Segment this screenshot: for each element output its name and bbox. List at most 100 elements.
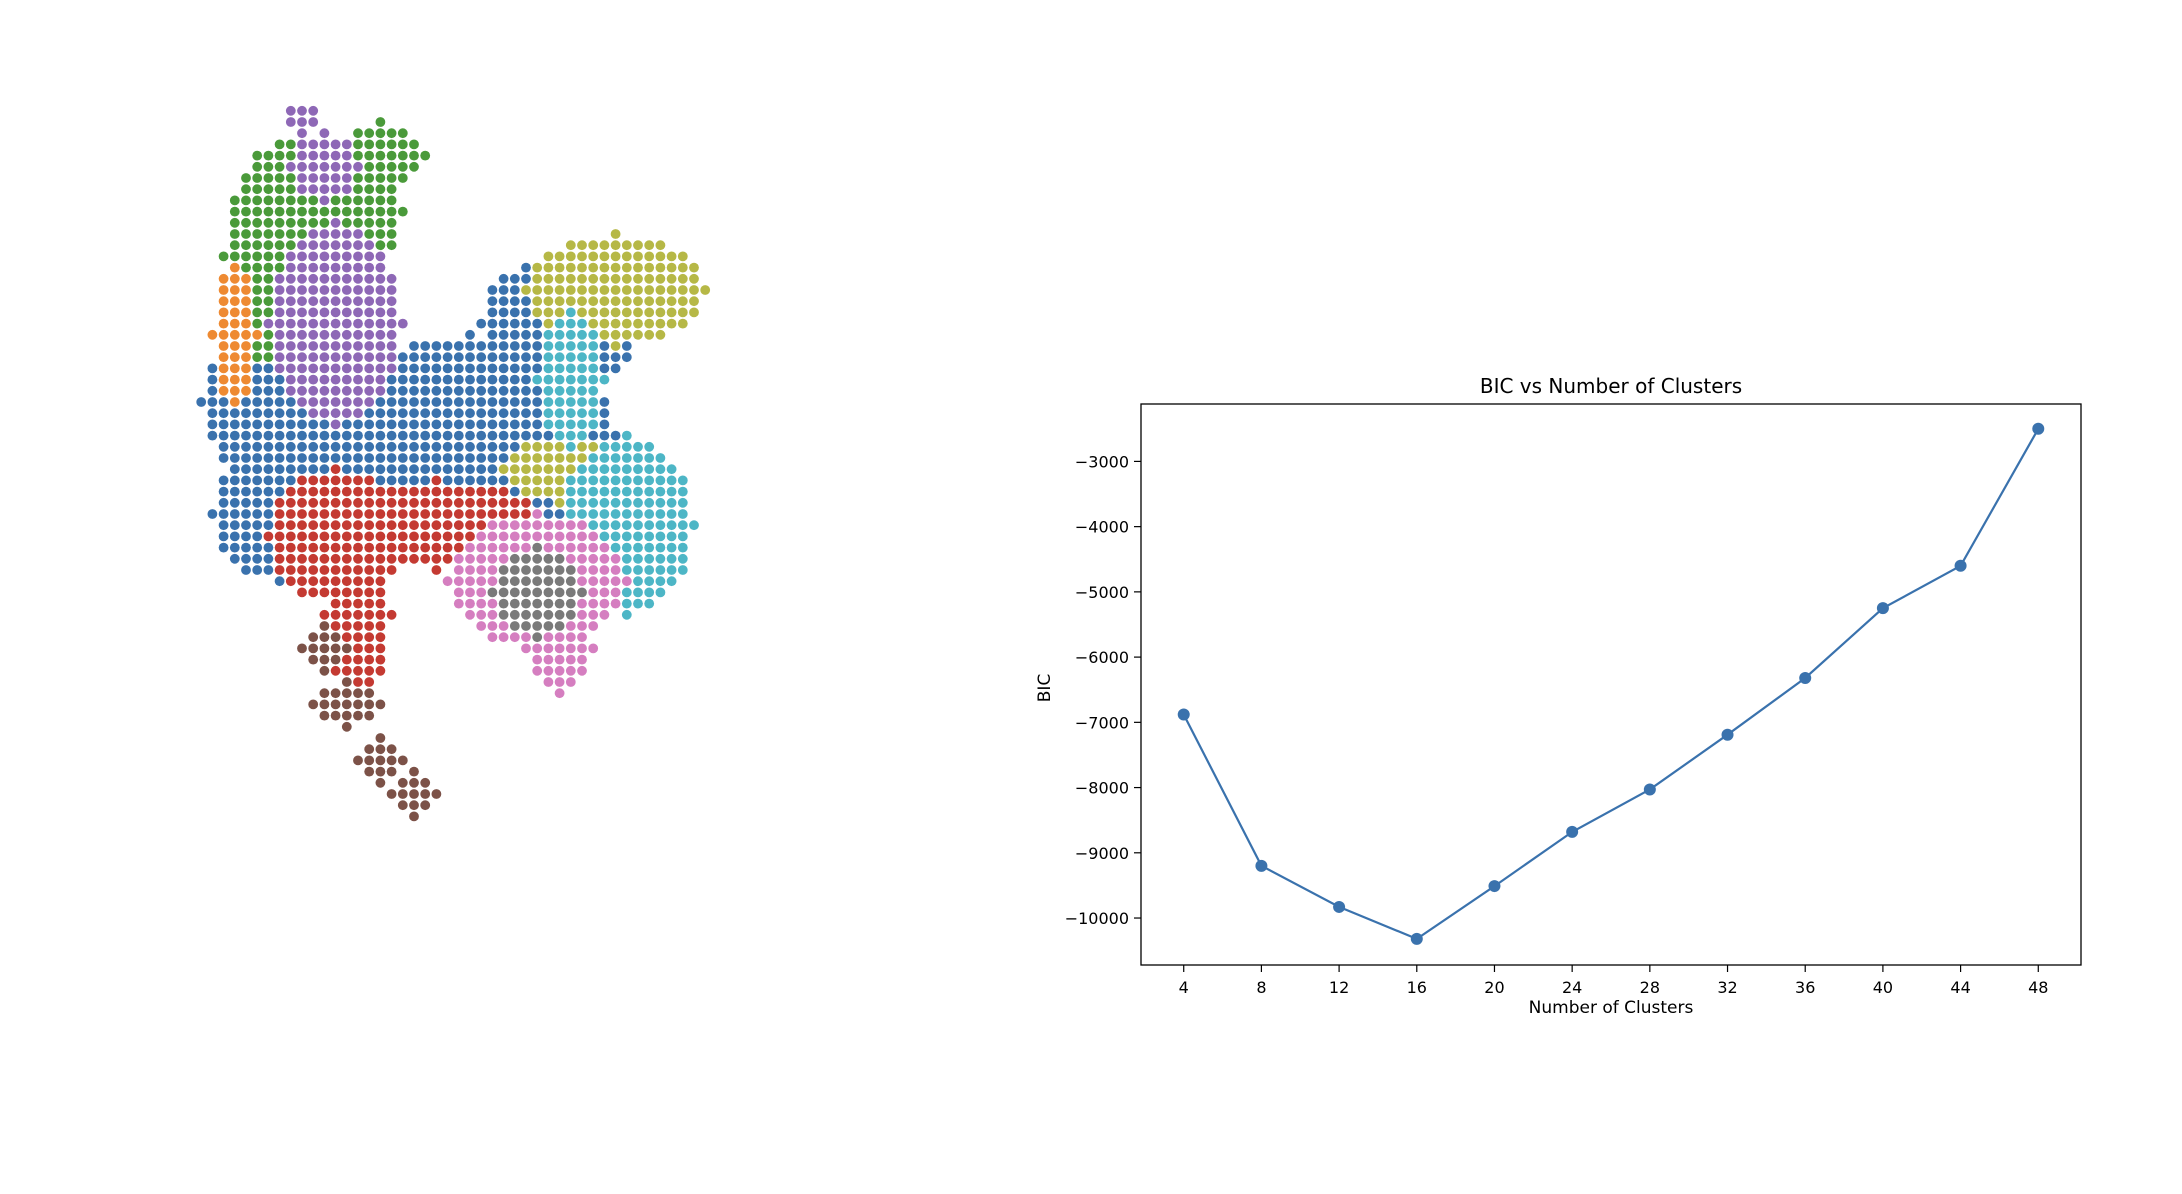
- map-point: [297, 419, 307, 430]
- map-point: [565, 475, 576, 486]
- map-point: [229, 464, 240, 475]
- map-point: [285, 318, 296, 329]
- map-point: [241, 341, 251, 351]
- map-point: [666, 251, 677, 262]
- map-point: [375, 598, 386, 609]
- map-point: [341, 520, 352, 531]
- map-point: [610, 430, 621, 441]
- map-point: [330, 441, 341, 452]
- map-point: [498, 329, 509, 340]
- map-point: [252, 296, 263, 307]
- map-point: [386, 285, 397, 295]
- map-point: [621, 497, 632, 508]
- map-point: [207, 329, 218, 340]
- map-point: [330, 307, 341, 318]
- map-point: [621, 251, 632, 262]
- map-point: [252, 486, 263, 497]
- map-point: [677, 542, 688, 553]
- map-point: [297, 643, 307, 654]
- map-point: [554, 341, 565, 351]
- map-point: [319, 565, 330, 575]
- map-point: [487, 587, 498, 598]
- map-point: [577, 430, 587, 441]
- map-point: [319, 408, 330, 419]
- map-point: [375, 654, 386, 665]
- map-point: [285, 576, 296, 587]
- x-tick-label: 16: [1407, 978, 1427, 997]
- map-point: [655, 486, 666, 497]
- map-point: [543, 318, 554, 329]
- map-point: [319, 341, 330, 351]
- map-point: [386, 486, 397, 497]
- y-tick-label: −3000: [1075, 452, 1129, 471]
- map-point: [509, 621, 520, 631]
- map-point: [397, 464, 408, 475]
- map-point: [543, 464, 554, 475]
- map-point: [285, 363, 296, 374]
- map-point: [397, 408, 408, 419]
- map-point: [621, 542, 632, 553]
- map-point: [509, 419, 520, 430]
- map-point: [521, 621, 531, 631]
- map-point: [588, 598, 599, 609]
- map-point: [442, 441, 453, 452]
- map-point: [521, 352, 531, 363]
- map-point: [610, 565, 621, 575]
- map-point: [453, 542, 464, 553]
- map-point: [465, 419, 475, 430]
- map-point: [375, 486, 386, 497]
- map-point: [655, 273, 666, 284]
- map-point: [229, 397, 240, 407]
- map-point: [465, 374, 475, 385]
- map-point: [297, 318, 307, 329]
- map-point: [644, 329, 655, 340]
- map-point: [364, 688, 375, 699]
- map-point: [229, 408, 240, 419]
- map-point: [319, 363, 330, 374]
- map-point: [521, 397, 531, 407]
- map-point: [498, 397, 509, 407]
- map-point: [353, 419, 363, 430]
- map-point: [252, 565, 263, 575]
- map-point: [375, 497, 386, 508]
- map-point: [397, 385, 408, 396]
- map-point: [297, 128, 307, 139]
- map-point: [353, 520, 363, 531]
- map-point: [330, 609, 341, 620]
- map-point: [330, 363, 341, 374]
- map-point: [207, 419, 218, 430]
- map-point: [341, 329, 352, 340]
- map-point: [274, 139, 285, 150]
- map-point: [442, 397, 453, 407]
- map-point: [285, 497, 296, 508]
- map-point: [431, 475, 442, 486]
- map-point: [521, 363, 531, 374]
- map-point: [319, 509, 330, 519]
- map-point: [297, 565, 307, 575]
- map-point: [599, 329, 610, 340]
- map-point: [521, 419, 531, 430]
- map-point: [521, 542, 531, 553]
- map-point: [621, 531, 632, 542]
- map-point: [308, 296, 319, 307]
- map-point: [241, 285, 251, 295]
- map-point: [375, 128, 386, 139]
- map-point: [252, 531, 263, 542]
- map-point: [386, 408, 397, 419]
- map-point: [252, 173, 263, 183]
- map-point: [453, 430, 464, 441]
- map-point: [487, 453, 498, 463]
- map-point: [532, 296, 543, 307]
- map-point: [420, 509, 431, 519]
- map-point: [218, 341, 229, 351]
- map-point: [633, 318, 643, 329]
- map-point: [397, 520, 408, 531]
- map-point: [308, 699, 319, 710]
- map-point: [218, 531, 229, 542]
- map-point: [543, 296, 554, 307]
- map-point: [554, 453, 565, 463]
- map-point: [409, 531, 419, 542]
- map-point: [285, 229, 296, 239]
- map-point: [397, 374, 408, 385]
- map-point: [577, 565, 587, 575]
